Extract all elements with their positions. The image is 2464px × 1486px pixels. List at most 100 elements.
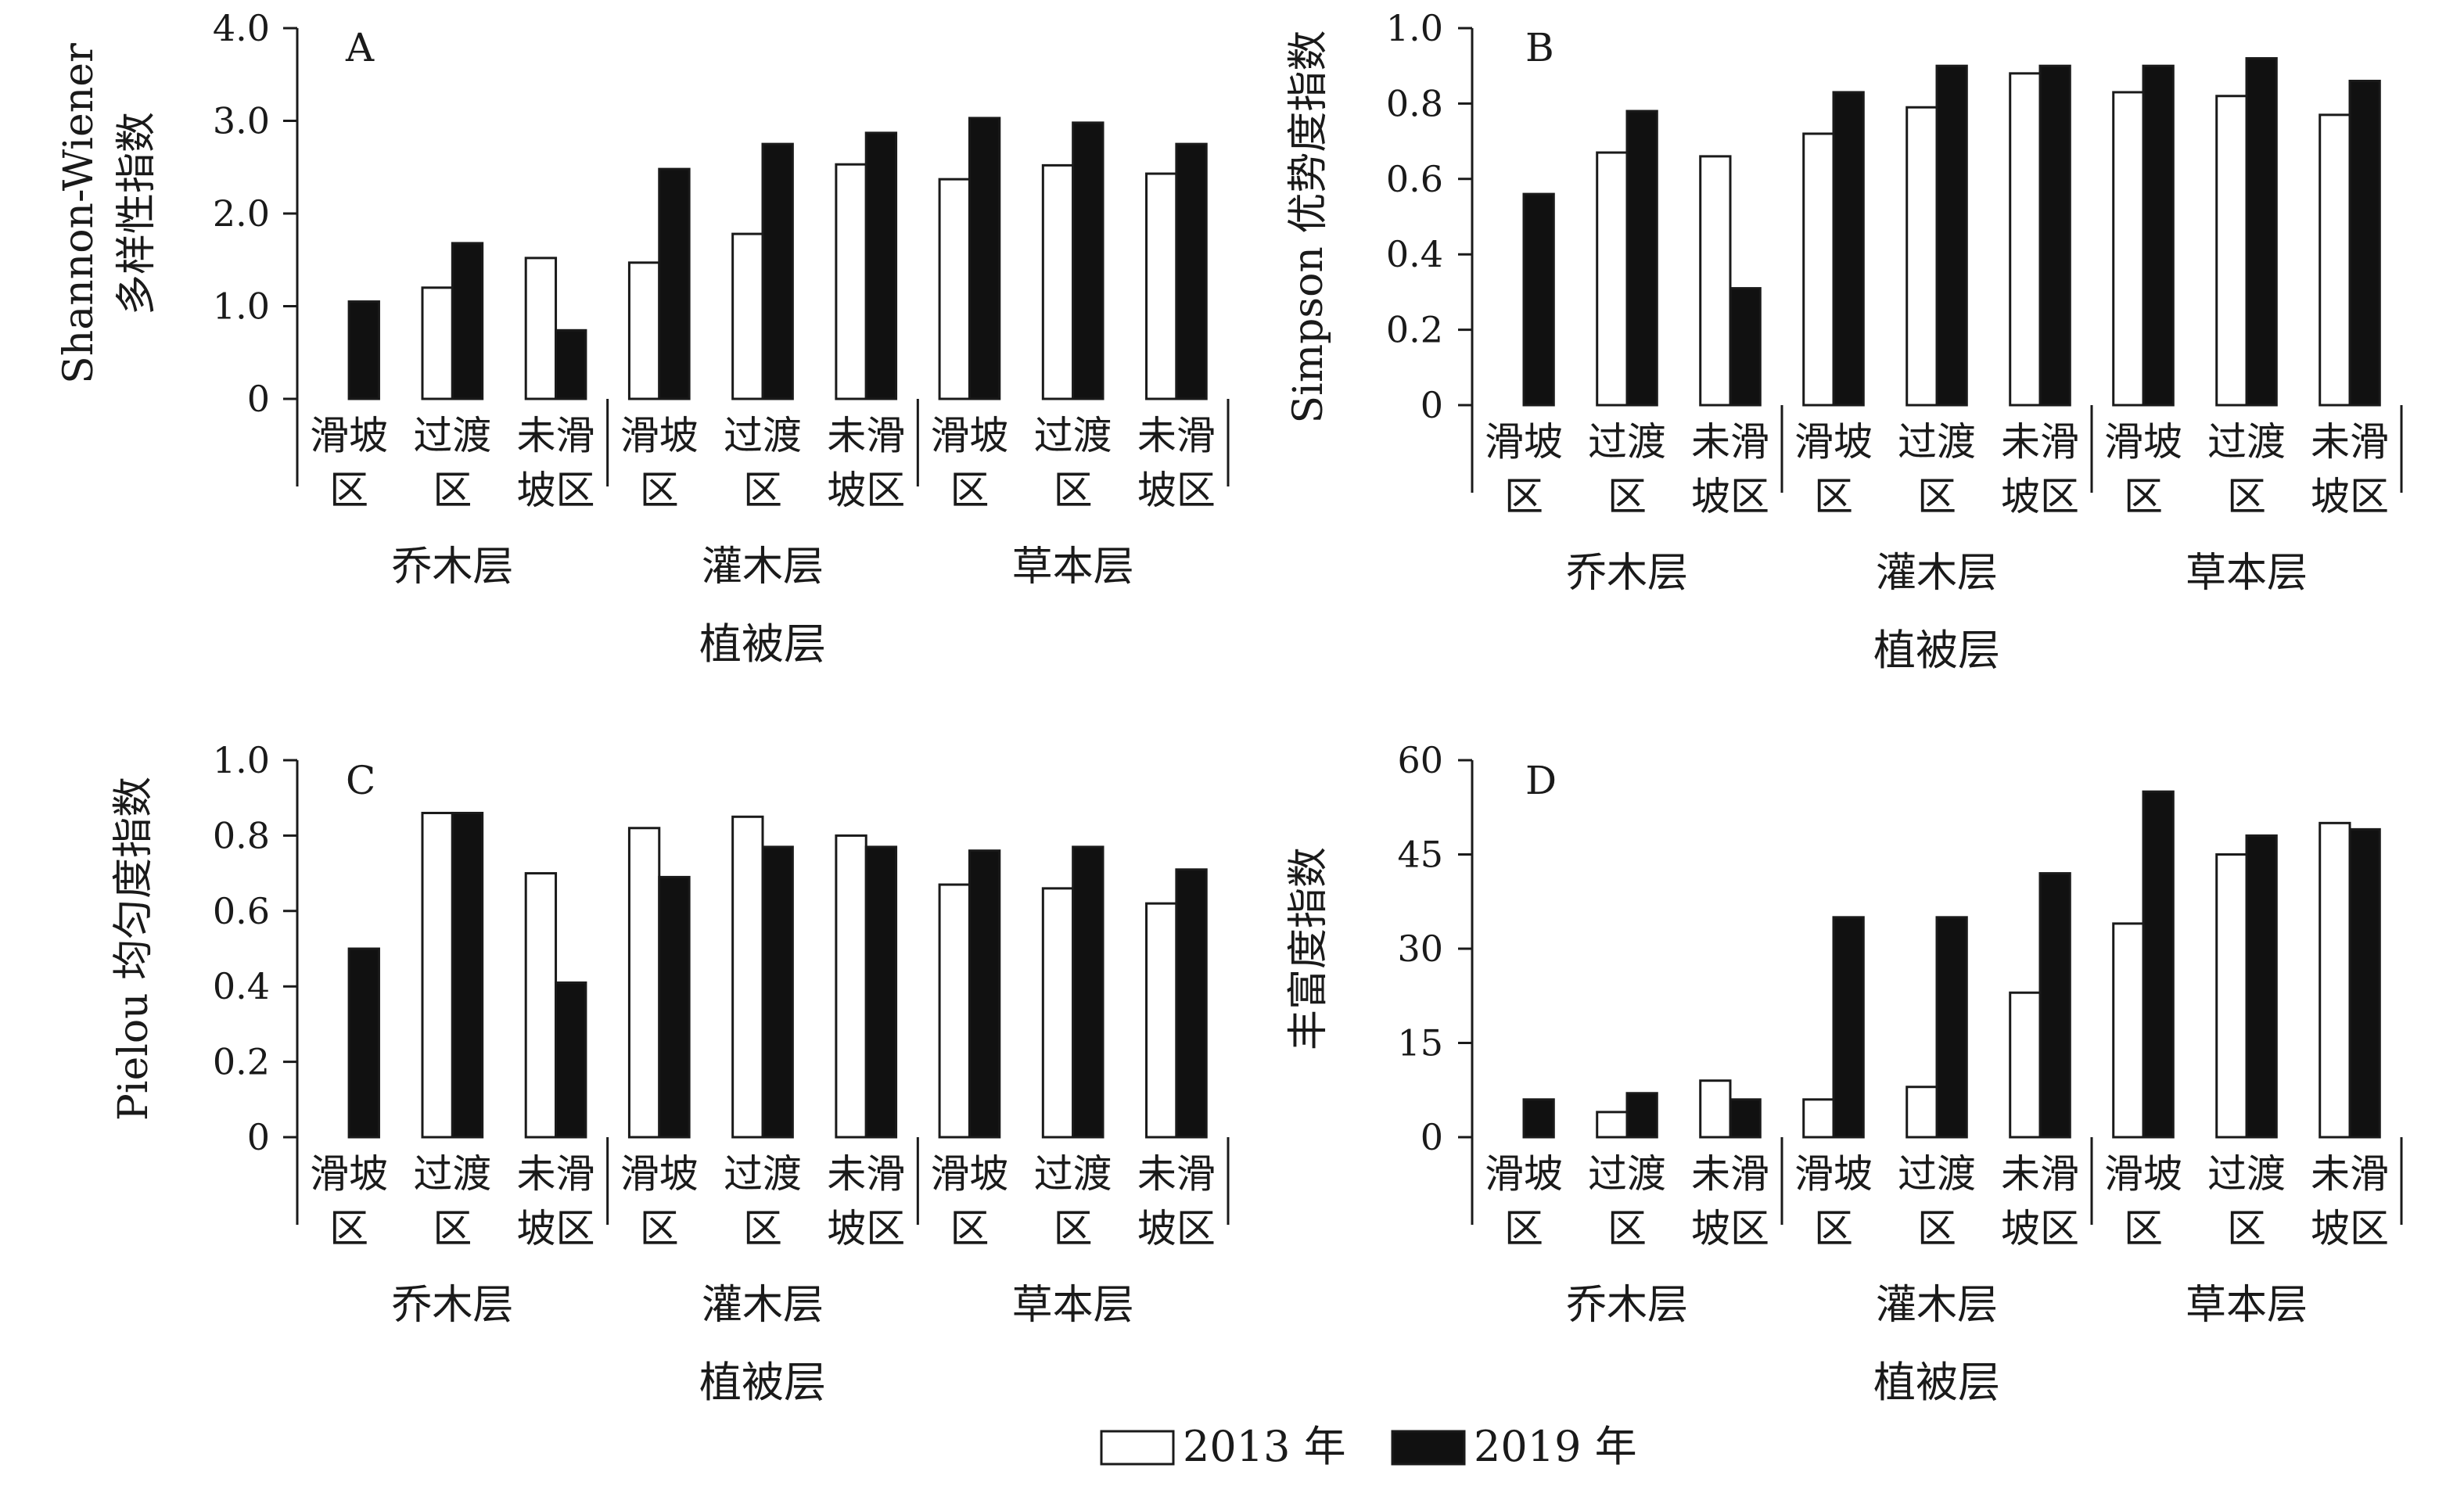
panel-a-bar-2013 <box>627 261 661 400</box>
panel-d-group-label: 草本层 <box>2186 1282 2308 1329</box>
panel-c-bar-2019 <box>864 845 898 1139</box>
panel-d-bar-2013 <box>1905 1086 1938 1139</box>
panel-b-category-label: 区 <box>1607 474 1647 519</box>
panel-c-y-tick-label: 1.0 <box>213 739 270 781</box>
panel-b-bar-2019 <box>2142 64 2175 407</box>
panel-c-y-tick-label: 0.6 <box>213 890 270 932</box>
panel-b-bar-2013 <box>2319 113 2351 407</box>
panel-d-y-tick-label: 15 <box>1397 1022 1443 1064</box>
panel-b-bar-2013 <box>1596 151 1629 407</box>
panel-a-y-axis-label: 多样性指数 <box>113 112 160 315</box>
panel-a-bar-2019 <box>864 131 898 400</box>
panel-a-bar-2013 <box>421 286 454 400</box>
panel-d-category-label: 未滑 <box>2311 1151 2389 1197</box>
panel-c-group-label: 草本层 <box>1012 1282 1134 1329</box>
panel-d-y-tick-label: 30 <box>1397 928 1443 970</box>
panel-c-bar-2013 <box>835 834 867 1139</box>
panel-a-bar-2013 <box>1041 163 1075 400</box>
panel-c-category-label: 区 <box>640 1206 679 1251</box>
panel-c-bar-2019 <box>451 811 484 1139</box>
legend-label-2019: 2019 年 <box>1474 1422 1637 1471</box>
panel-a-y-tick-label: 0 <box>247 378 270 420</box>
panel-c-category-label: 未滑 <box>1137 1151 1216 1197</box>
panel-a-group-label: 草本层 <box>1012 544 1134 590</box>
panel-c-bar-2019 <box>347 947 380 1139</box>
panel-b-category-label: 滑坡 <box>1485 419 1563 465</box>
panel-b-category-label: 区 <box>2124 474 2163 519</box>
panel-d-group-label: 乔木层 <box>1566 1282 1688 1329</box>
panel-d-bar-2019 <box>2038 872 2071 1139</box>
panel-d-y-tick-label: 60 <box>1397 739 1443 781</box>
panel-b-category-label: 过渡 <box>1588 419 1666 465</box>
panel-d-y-tick-label: 0 <box>1421 1116 1443 1158</box>
panel-c-bar-2019 <box>1175 868 1208 1139</box>
panel-c-bar-2013 <box>627 827 661 1139</box>
panel-a-bar-2013 <box>835 163 867 400</box>
panel-c-bar-2019 <box>761 845 794 1139</box>
panel-b-category-label: 坡区 <box>1691 474 1769 519</box>
panel-a-bar-2019 <box>658 167 691 400</box>
panel-b-category-label: 区 <box>1917 474 1956 519</box>
panel-c-category-label: 过渡 <box>413 1151 491 1197</box>
panel-b-category-label: 滑坡 <box>1794 419 1873 465</box>
panel-d-bar-2019 <box>1625 1092 1658 1139</box>
panel-a-category-label: 坡区 <box>1137 468 1216 513</box>
panel-d-category-label: 过渡 <box>2207 1151 2286 1197</box>
panel-c-category-label: 未滑 <box>827 1151 905 1197</box>
panel-a-bar-2019 <box>555 328 587 400</box>
panel-d-group-label: 灌木层 <box>1876 1282 1998 1329</box>
panel-b-y-axis-label: Simpson 优势度指数 <box>1285 31 1332 424</box>
panel-d-category-label: 滑坡 <box>1794 1151 1873 1197</box>
panel-b-category-label: 坡区 <box>2311 474 2389 519</box>
panel-c-category-label: 滑坡 <box>620 1151 699 1197</box>
panel-c-category-label: 过渡 <box>1034 1151 1112 1197</box>
panel-c-category-label: 滑坡 <box>930 1151 1008 1197</box>
panel-d-category-label: 坡区 <box>2001 1206 2079 1251</box>
panel-d-category-label: 滑坡 <box>1485 1151 1563 1197</box>
panel-a-category-label: 过渡 <box>724 413 802 458</box>
panel-b-category-label: 过渡 <box>2207 419 2286 465</box>
panel-b-bar-2019 <box>1522 192 1555 407</box>
panel-a-category-label: 区 <box>1054 468 1093 513</box>
panel-a-y-tick-label: 2.0 <box>213 192 270 235</box>
panel-d-bar-2013 <box>2319 821 2351 1139</box>
panel-a-bar-2019 <box>451 242 484 400</box>
panel-d-bar-2013 <box>2009 991 2042 1139</box>
panel-d-bar-2019 <box>1935 916 1968 1139</box>
panel-b-y-tick-label: 0.4 <box>1386 233 1443 275</box>
panel-d-bar-2019 <box>2348 827 2381 1139</box>
panel-a-bar-2019 <box>347 300 380 400</box>
panel-a-category-label: 区 <box>640 468 679 513</box>
panel-b-bar-2013 <box>1699 155 1732 407</box>
panel-b-bar-2019 <box>2348 79 2381 407</box>
panel-a-letter: A <box>345 25 375 70</box>
panel-d-x-axis-label: 植被层 <box>1873 1358 2000 1407</box>
panel-a-bar-2013 <box>524 257 558 400</box>
panel-b-group-label: 草本层 <box>2186 550 2308 597</box>
panel-a-category-label: 区 <box>743 468 782 513</box>
panel-c-category-label: 坡区 <box>1137 1206 1216 1251</box>
panel-b-category-label: 区 <box>2227 474 2266 519</box>
panel-d-bar-2019 <box>1522 1098 1555 1139</box>
panel-a-category-label: 过渡 <box>1034 413 1112 458</box>
panel-d-bar-2019 <box>2142 790 2175 1139</box>
panel-a-category-label: 未滑 <box>1137 413 1216 458</box>
panel-b-category-label: 未滑 <box>2311 419 2389 465</box>
panel-b-bar-2013 <box>1802 132 1835 407</box>
panel-a-y-tick-label: 3.0 <box>213 100 270 142</box>
panel-b-bar-2019 <box>1935 64 1968 407</box>
panel-b-y-tick-label: 0.2 <box>1386 309 1443 351</box>
panel-d-category-label: 坡区 <box>2311 1206 2389 1251</box>
panel-b-group-label: 乔木层 <box>1566 550 1688 597</box>
panel-c-y-tick-label: 0.4 <box>213 965 270 1007</box>
panel-a-category-label: 坡区 <box>827 468 905 513</box>
panel-a-group-label: 乔木层 <box>391 544 513 590</box>
panel-d-bar-2013 <box>1596 1111 1629 1139</box>
panel-b-category-label: 未滑 <box>1691 419 1769 465</box>
panel-c-y-axis-label: Pielou 均匀度指数 <box>110 777 157 1121</box>
panel-d-bar-2019 <box>1729 1098 1762 1139</box>
